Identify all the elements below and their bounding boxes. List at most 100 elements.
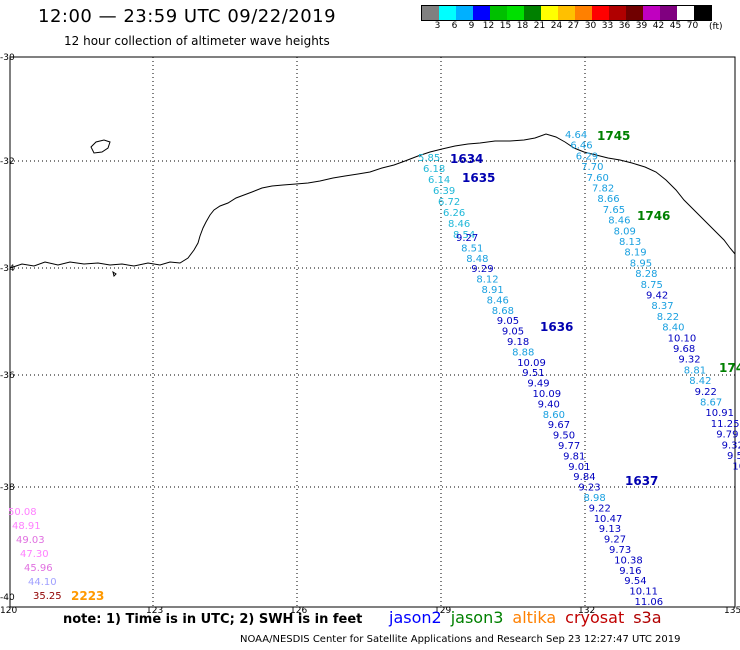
legend-swatch bbox=[609, 6, 626, 20]
legend-swatch bbox=[507, 6, 524, 20]
swh-value: 10.09 bbox=[533, 389, 562, 400]
legend-swatch bbox=[524, 6, 541, 20]
lat-label: -32 bbox=[0, 157, 15, 167]
swh-value: 6.72 bbox=[438, 197, 460, 208]
swh-value: 5.85 bbox=[418, 153, 440, 164]
satellite-legend: jason2 jason3 altika cryosat s3a bbox=[389, 608, 662, 627]
swh-value: 7.65 bbox=[603, 205, 625, 216]
swh-value: 8.60 bbox=[543, 410, 565, 421]
swh-value: 9.73 bbox=[609, 545, 631, 556]
swh-value: 9.13 bbox=[599, 524, 621, 535]
swh-value: 4.64 bbox=[565, 130, 587, 141]
track-bottom-left: 50.08 48.91 49.03 47.30 45.96 44.10 35.25 bbox=[8, 507, 62, 602]
swh-value: 11.25 bbox=[711, 419, 740, 430]
swh-value: 49.03 bbox=[16, 535, 45, 546]
swh-value: 7.82 bbox=[592, 184, 614, 195]
legend-tick: 24 bbox=[550, 21, 563, 31]
legend-ticks: 3 6 9 12 15 18 21 24 27 30 33 36 39 42 45 70 bbox=[429, 21, 712, 31]
legend-tick: 18 bbox=[516, 21, 529, 31]
swh-value: 9.32 bbox=[678, 355, 700, 366]
legend-swatch bbox=[422, 6, 439, 20]
legend-swatch bbox=[660, 6, 677, 20]
legend-tick: 42 bbox=[652, 21, 665, 31]
legend-swatch bbox=[643, 6, 660, 20]
swh-value: 9.29 bbox=[471, 264, 493, 275]
legend-swatch bbox=[456, 6, 473, 20]
swh-value: 8.66 bbox=[597, 194, 619, 205]
swh-value: 9.49 bbox=[527, 379, 549, 390]
swh-value: 10.91 bbox=[705, 408, 734, 419]
track-right: 4.646.466.297.707.607.828.667.658.468.09… bbox=[565, 130, 740, 473]
swh-value: 9.84 bbox=[573, 472, 595, 483]
swh-value: 9.67 bbox=[548, 420, 570, 431]
color-legend: 3 6 9 12 15 18 21 24 27 30 33 36 39 42 45 70 (ft) bbox=[421, 5, 723, 32]
swh-value: 8.46 bbox=[448, 219, 470, 230]
swh-value: 10.10 bbox=[668, 333, 697, 344]
pass-label-1634: 1634 bbox=[450, 152, 483, 166]
swh-value: 9.50 bbox=[553, 431, 575, 442]
legend-tick: 70 bbox=[686, 21, 699, 31]
legend-swatch bbox=[626, 6, 643, 20]
legend-swatches bbox=[421, 5, 712, 21]
swh-value: 10.11 bbox=[629, 587, 658, 598]
credit-line: NOAA/NESDIS Center for Satellite Applica… bbox=[240, 634, 681, 645]
swh-value: 48.91 bbox=[12, 521, 41, 532]
legend-tick: 36 bbox=[618, 21, 631, 31]
lat-label: -36 bbox=[0, 371, 15, 381]
track-left-dark: 9.278.518.489.298.128.918.468.689.059.05… bbox=[456, 233, 663, 608]
swh-value: 8.81 bbox=[684, 365, 706, 376]
swh-value: 6.39 bbox=[433, 186, 455, 197]
lat-label: -34 bbox=[0, 264, 15, 274]
swh-value: 10.47 bbox=[594, 514, 623, 525]
pass-label-1636: 1636 bbox=[540, 320, 573, 334]
swh-value: 9.27 bbox=[456, 233, 478, 244]
swh-value: 8.40 bbox=[662, 323, 684, 334]
lon-label: 135 bbox=[724, 606, 740, 616]
lon-label: 120 bbox=[0, 606, 17, 616]
swh-value: 6.26 bbox=[443, 208, 465, 219]
pass-label-1746: 1746 bbox=[637, 209, 670, 223]
legend-swatch bbox=[473, 6, 490, 20]
legend-tick: 3 bbox=[434, 21, 441, 31]
legend-unit: (ft) bbox=[709, 22, 723, 32]
swh-value: 9.01 bbox=[568, 462, 590, 473]
swh-value: 44.10 bbox=[28, 577, 57, 588]
legend-swatch bbox=[677, 6, 694, 20]
legend-tick: 39 bbox=[635, 21, 648, 31]
legend-swatch bbox=[490, 6, 507, 20]
swh-value: 8.68 bbox=[492, 306, 514, 317]
legend-swatch bbox=[694, 6, 711, 20]
legend-tick: 27 bbox=[567, 21, 580, 31]
swh-value: 8.98 bbox=[584, 493, 606, 504]
swh-value: 45.96 bbox=[24, 563, 53, 574]
pass-label-174: 174 bbox=[719, 361, 740, 375]
map-title: 12:00 — 23:59 UTC 09/22/2019 bbox=[38, 6, 337, 27]
swh-value: 11.06 bbox=[635, 597, 664, 608]
lat-label: -38 bbox=[0, 483, 15, 493]
lon-label: 126 bbox=[290, 606, 307, 616]
lon-label: 132 bbox=[578, 606, 595, 616]
pass-label-2223: 2223 bbox=[71, 589, 104, 603]
swh-value: 6.18 bbox=[423, 164, 445, 175]
swh-value: 9.32 bbox=[722, 440, 740, 451]
legend-swatch bbox=[558, 6, 575, 20]
island bbox=[90, 139, 111, 154]
map-frame bbox=[9, 56, 736, 608]
swh-value: 7.60 bbox=[587, 173, 609, 184]
swh-value: 8.19 bbox=[624, 248, 646, 259]
legend-swatch bbox=[439, 6, 456, 20]
swh-value: 9.68 bbox=[673, 344, 695, 355]
swh-value: 47.30 bbox=[20, 549, 49, 560]
swh-value: 8.51 bbox=[461, 243, 483, 254]
swh-value: 8.37 bbox=[651, 301, 673, 312]
swh-value: 8.46 bbox=[608, 216, 630, 227]
lat-label: -30 bbox=[0, 53, 15, 63]
swh-value: 9.18 bbox=[507, 337, 529, 348]
swh-value: 8.91 bbox=[482, 285, 504, 296]
legend-tick: 9 bbox=[468, 21, 475, 31]
swh-value: 9.22 bbox=[695, 387, 717, 398]
swh-value: 9.81 bbox=[563, 451, 585, 462]
legend-tick: 30 bbox=[584, 21, 597, 31]
legend-tick: 33 bbox=[601, 21, 614, 31]
legend-swatch bbox=[541, 6, 558, 20]
